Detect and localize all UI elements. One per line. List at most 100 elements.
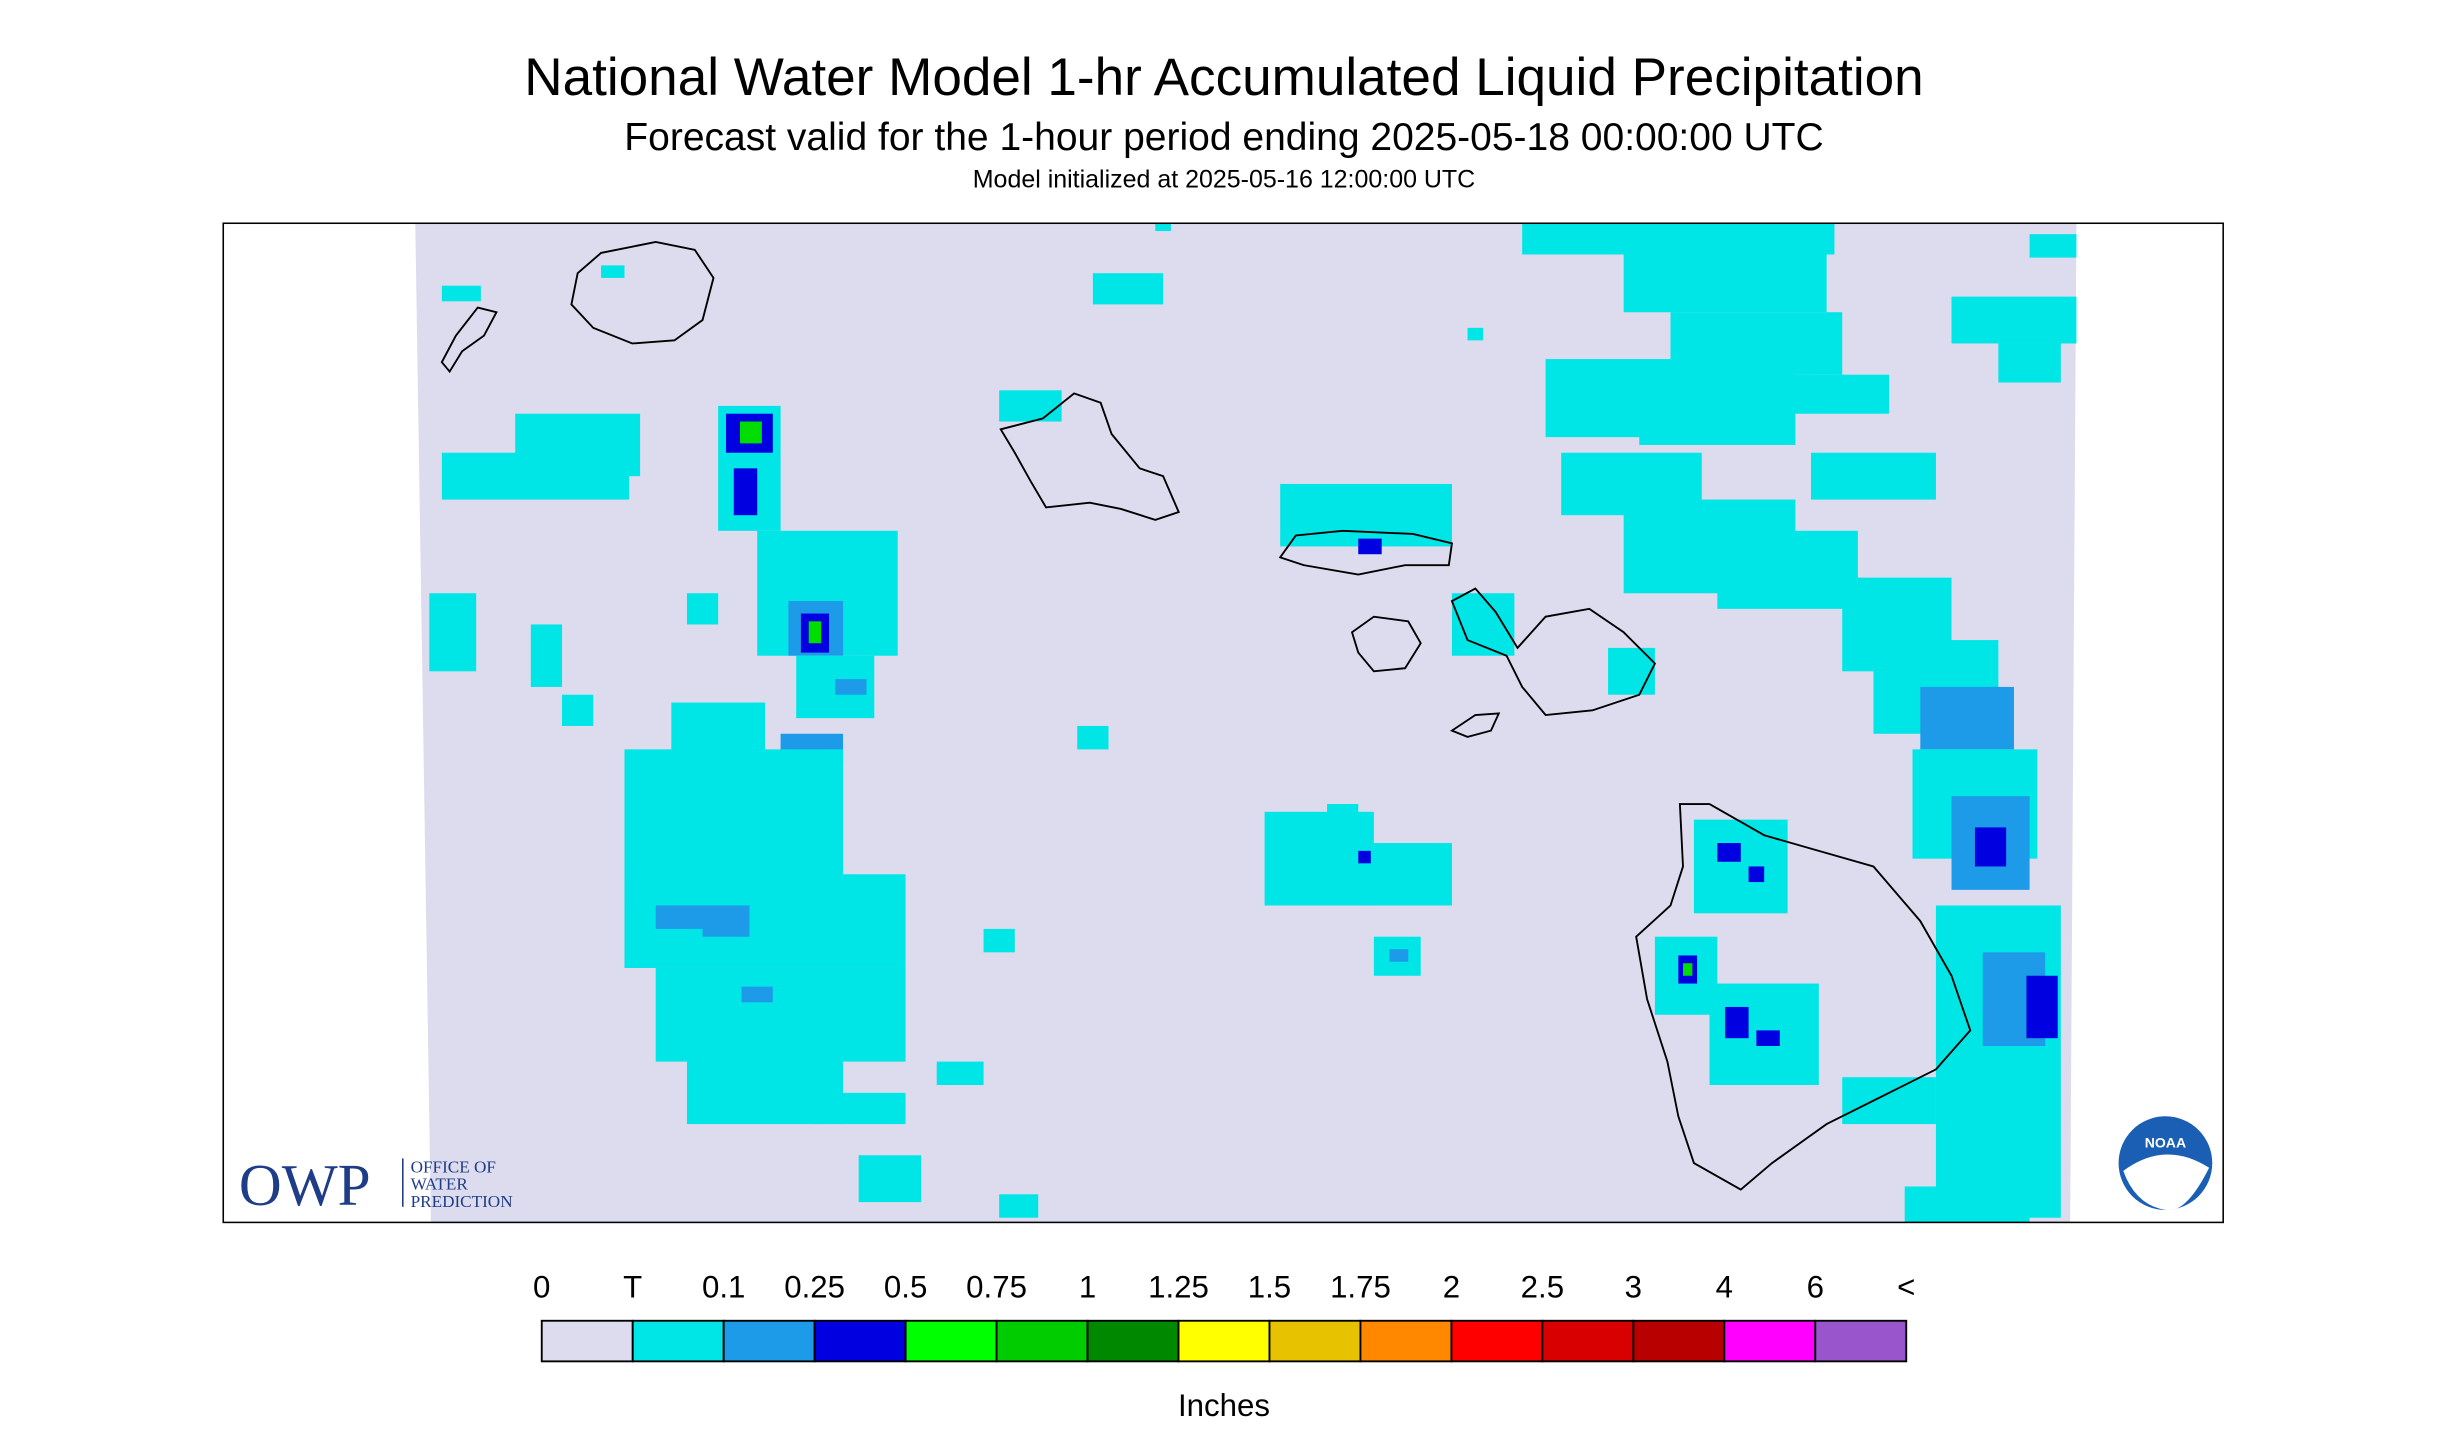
precip-cell xyxy=(1725,1006,1749,1039)
kauai xyxy=(570,241,715,345)
precip-cell xyxy=(1779,374,1890,414)
precip-cell xyxy=(2026,975,2058,1039)
legend-label: 1.25 xyxy=(1148,1269,1209,1304)
precip-cell xyxy=(1951,296,2077,344)
kahoolawe xyxy=(1449,712,1501,738)
precip-cell xyxy=(1920,686,2014,750)
legend-swatch xyxy=(1450,1319,1544,1363)
precip-cell xyxy=(1092,273,1164,305)
precip-cell xyxy=(1683,963,1693,976)
precip-cell xyxy=(1077,725,1109,750)
legend-label: 0 xyxy=(533,1269,550,1304)
precip-cell xyxy=(811,1092,906,1125)
legend-swatch xyxy=(540,1319,634,1363)
precip-cell xyxy=(1904,1186,2030,1223)
legend: 0 T 0.1 0.25 0.5 0.75 1 1.25 1.5 1.75 2 2.5 3 4 6 < xyxy=(533,1269,1915,1363)
legend-label: 1 xyxy=(1079,1269,1096,1304)
legend-swatch xyxy=(1086,1319,1180,1363)
init-time: Model initialized at 2025-05-16 12:00:00… xyxy=(973,165,1475,193)
precip-cell xyxy=(1639,366,1796,445)
legend-swatch xyxy=(904,1319,998,1363)
owp-text: OWP xyxy=(239,1152,371,1218)
precip-cell xyxy=(702,913,750,937)
map-frame xyxy=(222,222,2224,1224)
coastlines xyxy=(440,241,1972,1191)
lanai xyxy=(1350,615,1422,673)
legend-swatch xyxy=(631,1319,725,1363)
owp-line: WATER xyxy=(411,1175,469,1194)
oahu xyxy=(999,392,1180,521)
legend-label: 2.5 xyxy=(1521,1269,1564,1304)
precip-cell xyxy=(1608,647,1655,695)
precipitation xyxy=(429,223,2077,1223)
legend-swatch xyxy=(1177,1319,1271,1363)
precip-cell xyxy=(858,1155,922,1203)
legend-label: 0.25 xyxy=(784,1269,845,1304)
precip-cell xyxy=(530,624,563,687)
precip-cell xyxy=(1693,819,1788,914)
legend-label: < xyxy=(1897,1269,1915,1304)
legend-label: 0.1 xyxy=(702,1269,745,1304)
precip-cell xyxy=(1670,312,1843,375)
legend-label: 6 xyxy=(1807,1269,1824,1304)
legend-swatch xyxy=(995,1319,1089,1363)
precip-cell xyxy=(1327,804,1359,836)
precip-cell xyxy=(999,390,1062,422)
legend-label: 3 xyxy=(1625,1269,1642,1304)
legend-unit: Inches xyxy=(1178,1388,1270,1423)
legend-swatch xyxy=(1268,1319,1362,1363)
owp-line: PREDICTION xyxy=(411,1192,513,1211)
owp-line: OFFICE OF xyxy=(411,1157,496,1176)
precip-cell xyxy=(1522,223,1835,255)
precip-cell xyxy=(999,1194,1039,1218)
precip-cell xyxy=(741,986,773,1003)
precip-cell xyxy=(601,265,625,278)
precip-cell xyxy=(1467,327,1484,341)
noaa-logo: NOAA xyxy=(2118,1116,2213,1211)
niihau xyxy=(440,306,498,374)
precip-cell xyxy=(1358,538,1382,555)
precip-cell xyxy=(1717,843,1741,862)
precip-cell xyxy=(983,928,1015,953)
legend-label: 0.75 xyxy=(966,1269,1027,1304)
precip-cell xyxy=(1623,249,1827,313)
precip-cell xyxy=(1358,850,1371,864)
precip-cell xyxy=(1811,452,1936,500)
molokai xyxy=(1278,529,1453,576)
precip-cell xyxy=(936,1061,984,1086)
precip-cell xyxy=(686,593,719,625)
hawaii-island xyxy=(1635,803,1972,1191)
precip-cell xyxy=(671,702,765,765)
precip-cell xyxy=(733,468,758,516)
legend-swatch xyxy=(1723,1319,1817,1363)
precip-cell xyxy=(1842,1077,1936,1125)
owp-logo: OWP OFFICE OF WATER PREDICTION xyxy=(239,1152,513,1218)
precip-cell xyxy=(1748,866,1765,883)
legend-swatch xyxy=(722,1319,816,1363)
legend-swatch xyxy=(1814,1319,1908,1363)
precip-cell xyxy=(441,285,481,302)
precip-cell xyxy=(835,679,867,695)
precip-cell xyxy=(1155,223,1171,232)
precip-cell xyxy=(1974,827,2007,867)
noaa-text: NOAA xyxy=(2145,1134,2186,1150)
precip-cell xyxy=(1358,843,1452,906)
precip-cell xyxy=(1998,343,2061,383)
precip-cell xyxy=(808,621,822,644)
legend-label: 1.5 xyxy=(1248,1269,1291,1304)
map xyxy=(222,222,2224,1224)
precip-cell xyxy=(740,421,762,444)
legend-swatch xyxy=(1632,1319,1726,1363)
legend-label: 2 xyxy=(1443,1269,1460,1304)
legend-label: 1.75 xyxy=(1330,1269,1391,1304)
precip-cell xyxy=(1389,949,1409,962)
legend-swatch xyxy=(813,1319,907,1363)
legend-label: 4 xyxy=(1716,1269,1733,1304)
subtitle: Forecast valid for the 1-hour period end… xyxy=(624,116,1823,159)
precip-cell xyxy=(515,413,641,477)
legend-swatch xyxy=(1359,1319,1453,1363)
legend-label: T xyxy=(623,1269,642,1304)
precip-cell xyxy=(562,694,594,726)
